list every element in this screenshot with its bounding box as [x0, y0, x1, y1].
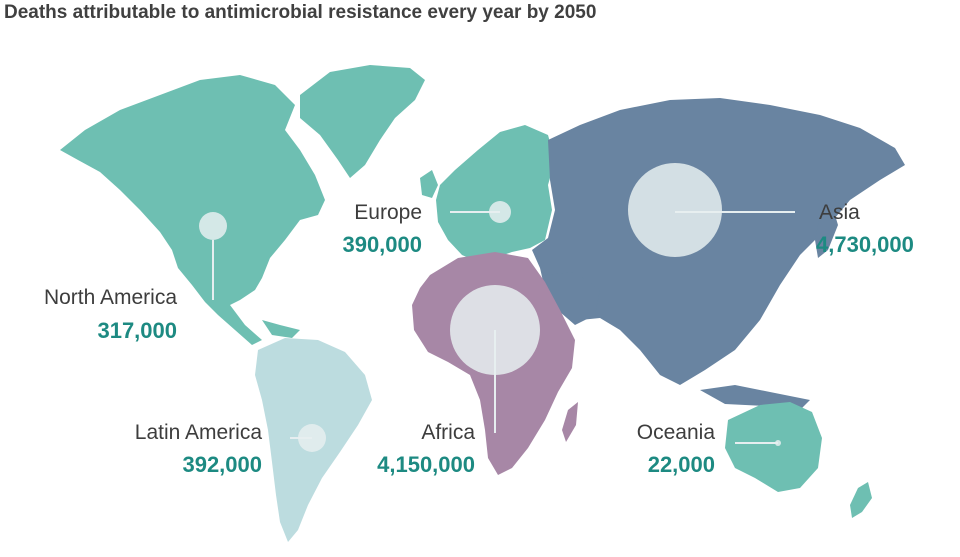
north-america-value: 317,000 — [97, 318, 177, 343]
british-isles-shape — [420, 170, 438, 198]
europe-value: 390,000 — [342, 232, 422, 257]
north-america-bubble — [199, 212, 227, 240]
latin-america-bubble — [298, 424, 326, 452]
latin-america-value: 392,000 — [182, 452, 262, 477]
oceania-value: 22,000 — [647, 452, 715, 477]
africa-label: Africa — [421, 421, 475, 444]
asia-bubble — [628, 163, 722, 257]
asia-label: Asia — [819, 201, 860, 224]
africa-value: 4,150,000 — [377, 452, 475, 477]
madagascar-shape — [562, 402, 578, 442]
japan-shape — [815, 205, 838, 258]
north-america-shape — [60, 75, 325, 345]
greenland-shape — [300, 65, 425, 178]
map-title: Deaths attributable to antimicrobial res… — [4, 2, 597, 23]
australia-shape — [725, 402, 822, 492]
oceania-bubble — [775, 440, 781, 446]
asia-shape — [532, 98, 905, 385]
central-america-shape — [262, 320, 300, 338]
europe-label: Europe — [354, 201, 422, 224]
new-zealand-shape — [850, 482, 872, 518]
oceania-label: Oceania — [636, 421, 715, 444]
asia-value: 4,730,000 — [816, 232, 914, 257]
north-america-label: North America — [43, 286, 177, 309]
arabia-shape — [545, 272, 600, 325]
latin-america-label: Latin America — [134, 421, 262, 444]
africa-bubble — [450, 285, 540, 375]
europe-shape — [436, 125, 555, 262]
europe-bubble — [489, 201, 511, 223]
